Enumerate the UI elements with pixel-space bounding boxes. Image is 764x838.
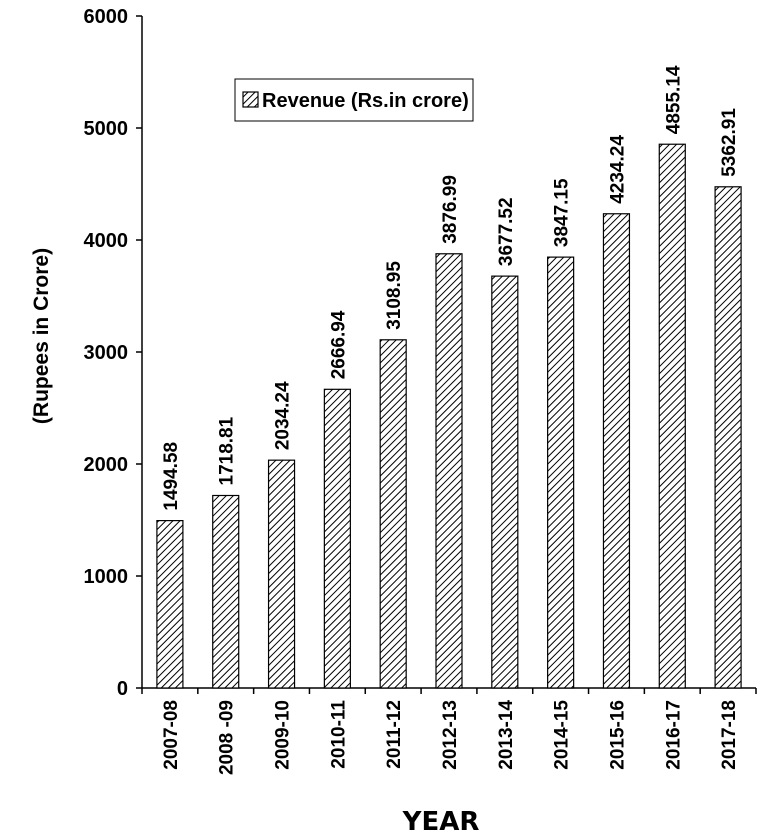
y-tick-label: 1000 — [84, 566, 129, 588]
legend-box — [234, 78, 474, 122]
y-tick-label: 2000 — [84, 454, 129, 476]
x-tick-label: 2014-15 — [552, 700, 573, 770]
bar — [323, 388, 351, 689]
x-ticks: 2007-08 2008 -09 2009-10 2010-11 2011-12 2012… — [141, 688, 757, 775]
data-label: 5362.91 — [719, 108, 740, 177]
bars — [156, 143, 742, 689]
y-tick-label: 0 — [117, 678, 128, 700]
x-axis-label: YEAR — [402, 807, 480, 837]
x-tick-label: 2015-16 — [607, 700, 628, 770]
y-tick-label: 3000 — [84, 342, 129, 364]
x-tick-label: 2009-10 — [273, 700, 294, 770]
data-label: 3108.95 — [384, 261, 405, 330]
bar — [379, 339, 407, 689]
data-label: 3876.99 — [440, 175, 461, 244]
y-tick-label: 6000 — [84, 6, 129, 28]
bar — [602, 213, 631, 689]
bar — [658, 143, 686, 689]
y-tick-label: 4000 — [84, 230, 129, 252]
bar — [212, 494, 240, 689]
data-label: 1494.58 — [161, 442, 182, 511]
x-tick-label: 2007-08 — [161, 700, 182, 770]
legend-swatch — [242, 91, 259, 108]
x-tick-label: 2016-17 — [663, 700, 684, 770]
data-labels: 1494.58 1718.81 2034.24 2666.94 3108.95 3876.… — [161, 65, 740, 510]
x-tick-label: 2013-14 — [496, 700, 517, 770]
data-label: 2666.94 — [328, 310, 349, 379]
x-tick-label: 2012-13 — [440, 700, 461, 770]
bar — [547, 256, 575, 689]
y-axis-label: (Rupees in Crore) — [30, 248, 53, 424]
data-label: 1718.81 — [217, 416, 238, 485]
bar — [491, 275, 519, 689]
legend: Revenue (Rs.in crore) — [234, 78, 474, 122]
y-tick-label: 5000 — [84, 118, 129, 140]
bar — [435, 253, 463, 689]
data-label: 3677.52 — [496, 197, 517, 266]
y-ticks: 0 1000 2000 3000 4000 5000 6000 — [84, 6, 142, 700]
x-tick-label: 2017-18 — [719, 700, 740, 770]
data-label: 4234.24 — [607, 135, 628, 204]
x-tick-label: 2010-11 — [328, 700, 349, 769]
bar — [267, 459, 296, 689]
x-tick-label: 2008 -09 — [217, 700, 238, 775]
data-label: 4855.14 — [663, 65, 684, 134]
bar — [156, 520, 184, 689]
bar — [714, 186, 742, 689]
data-label: 3847.15 — [552, 178, 573, 247]
data-label: 2034.24 — [273, 381, 294, 450]
legend-label: Revenue (Rs.in crore) — [262, 90, 469, 112]
x-tick-label: 2011-12 — [384, 700, 405, 769]
